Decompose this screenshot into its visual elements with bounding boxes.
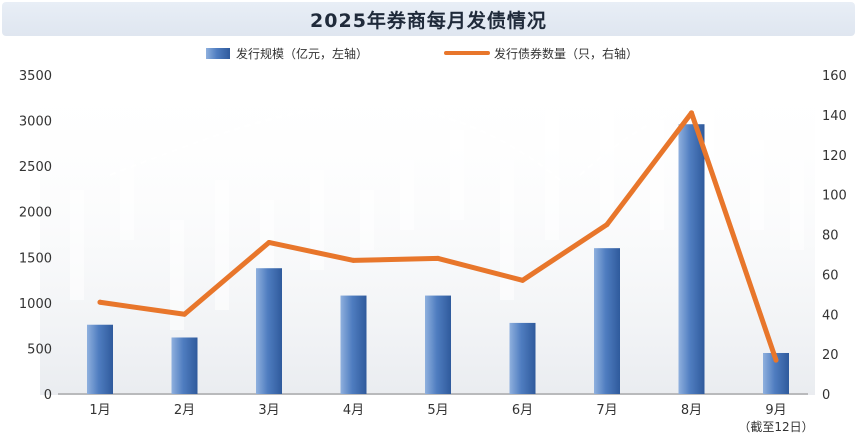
legend: 发行规模（亿元，左轴） 发行债券数量（只，右轴）	[206, 46, 638, 61]
left-axis-tick-label: 3000	[19, 115, 52, 130]
decor-candle	[310, 170, 324, 270]
decor-candle	[500, 160, 514, 300]
line-point	[435, 255, 441, 261]
x-axis-tick-label: 8月	[681, 403, 702, 418]
legend-line-label: 发行债券数量（只，右轴）	[494, 46, 638, 61]
x-axis-tick-label: 9月	[765, 403, 786, 418]
decor-dashed-curve	[579, 69, 831, 176]
left-axis-tick-label: 0	[44, 388, 52, 403]
decor-candle	[600, 90, 614, 210]
left-axis-tick-label: 2500	[19, 160, 52, 175]
x-axis-tick-label: 3月	[258, 403, 279, 418]
decor-candle	[360, 190, 374, 250]
bar	[425, 295, 451, 394]
x-axis-tick-label: 5月	[427, 403, 448, 418]
bar	[256, 268, 282, 394]
x-axis-tick-label: 6月	[512, 403, 533, 418]
decor-candle	[400, 160, 414, 230]
right-axis-tick-label: 160	[822, 69, 847, 84]
decor-candle	[790, 160, 804, 250]
left-axis-tick-label: 3500	[19, 69, 52, 84]
decor-candle	[650, 120, 664, 230]
legend-bar-label: 发行规模（亿元，左轴）	[236, 46, 368, 61]
bar	[509, 322, 536, 394]
title-bar: 2025年券商每月发债情况	[2, 2, 855, 36]
x-axis-tick-label: 1月	[89, 403, 110, 418]
right-axis-tick-label: 100	[822, 189, 847, 204]
x-axis-tick-label: 2月	[174, 403, 195, 418]
decor-candle	[170, 220, 184, 330]
left-axis-tick-label: 2000	[19, 206, 52, 221]
x-axis-tick-label: 4月	[343, 403, 364, 418]
line-point	[182, 311, 187, 317]
bar	[87, 324, 113, 394]
line-point	[604, 222, 610, 228]
right-axis-tick-label: 140	[822, 109, 847, 124]
x-axis-note: （截至12日）	[738, 420, 813, 434]
decor-candle	[120, 160, 134, 240]
right-axis-tick-label: 0	[822, 388, 830, 403]
bar	[594, 248, 620, 394]
line-point	[773, 357, 779, 363]
right-axis-tick-label: 20	[822, 348, 839, 363]
line-point	[351, 257, 356, 263]
left-axis-tick-label: 500	[27, 342, 52, 357]
line-point	[266, 239, 272, 245]
chart-title: 2025年券商每月发债情况	[310, 9, 547, 32]
bar	[678, 124, 705, 395]
bar	[340, 295, 367, 394]
decor-candle	[450, 130, 464, 220]
right-axis-tick-label: 40	[822, 308, 839, 323]
right-axis-tick-label: 120	[822, 149, 847, 164]
decor-candle	[545, 110, 559, 240]
decor-candle	[215, 180, 229, 310]
bar	[171, 337, 198, 394]
line-point	[689, 110, 694, 116]
line-point	[520, 277, 525, 283]
decor-candle	[260, 200, 274, 280]
decor-candle	[750, 140, 764, 230]
x-axis-tick-label: 7月	[596, 403, 617, 418]
right-axis-tick-label: 80	[822, 229, 839, 244]
decor-candle	[70, 190, 84, 300]
left-axis-tick-label: 1500	[19, 251, 52, 266]
line-point	[97, 299, 103, 305]
legend-bar-swatch	[206, 48, 230, 59]
right-axis-tick-label: 60	[822, 268, 839, 283]
left-axis-tick-label: 1000	[19, 297, 52, 312]
